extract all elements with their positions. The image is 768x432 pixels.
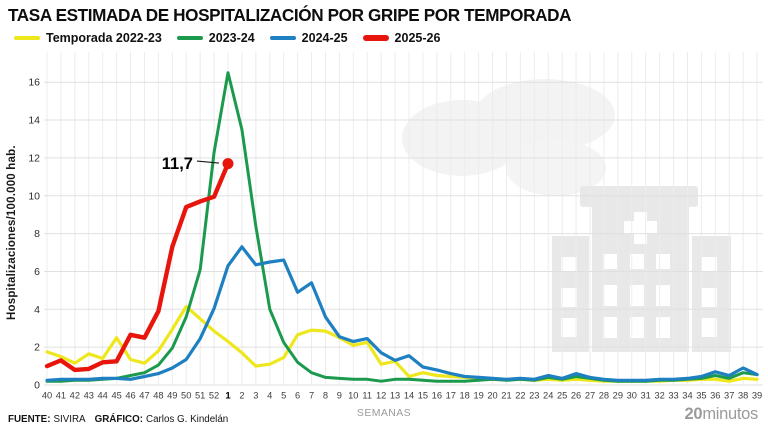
legend-item-2024-25: 2024-25 [269,31,348,45]
x-tick-label: 39 [752,391,762,401]
x-tick-label: 40 [42,391,52,401]
legend-label-2025-26: 2025-26 [394,31,441,45]
x-tick-label: 8 [323,391,328,401]
x-tick-label: 34 [682,391,692,401]
credit-value: Carlos G. Kindelán [146,414,229,425]
gridlines-horizontal [44,81,763,386]
x-tick-label: 15 [418,391,428,401]
x-tick-label: 35 [696,391,706,401]
y-tick-label: 12 [28,152,40,164]
series-line-2025-26 [44,161,231,373]
x-tick-label: 30 [627,391,637,401]
x-axis-title: SEMANAS [356,407,412,419]
y-tick-label: 4 [34,304,40,316]
publisher-logo-bold: 20 [684,405,703,423]
x-tick-label: 49 [167,391,177,401]
x-tick-label: 14 [404,391,414,401]
x-tick-label: 16 [432,391,442,401]
source-value: SIVIRA [53,414,86,425]
publisher-logo: 20minutos [684,405,759,424]
y-tick-label: 10 [28,190,40,202]
x-tick-label: 2 [239,391,244,401]
x-tick-label: 46 [125,391,135,401]
x-tick-label: 9 [337,391,342,401]
x-tick-label: 37 [724,391,734,401]
y-tick-label: 16 [28,77,40,89]
credit-label: GRÁFICO: [94,414,144,425]
legend-swatch-2022-23 [14,35,40,41]
x-tick-label: 11 [362,391,372,401]
series-line-2024-25 [45,245,759,382]
y-tick-label: 6 [34,266,40,278]
x-tick-label: 17 [446,391,456,401]
x-tick-label: 19 [473,391,483,401]
x-tick-label: 27 [585,391,595,401]
series-lines [44,71,759,383]
source-label: FUENTE: [8,414,51,425]
x-axis-tick-labels: 40 41 42 43 44 45 46 47 48 49 50 51 52 1 2 3 4 5 6 7 8 9 10 11 1… [42,391,762,402]
y-axis-title: Hospitalizaciones/100.000 hab. [6,145,18,321]
legend-label-2022-23: Temporada 2022-23 [46,31,162,45]
x-tick-label: 3 [253,391,258,401]
x-tick-label: 24 [543,391,553,401]
y-tick-label: 0 [34,380,40,392]
publisher-logo-rest: minutos [702,405,758,423]
legend-item-2025-26: 2025-26 [362,31,441,45]
x-tick-label: 31 [641,391,651,401]
source-credit: FUENTE: SIVIRA GRÁFICO: Carlos G. Kindelán [8,414,228,425]
x-tick-label: 47 [139,391,149,401]
x-tick-label: 12 [376,391,386,401]
x-tick-label: 29 [613,391,623,401]
x-tick-label: 51 [195,391,205,401]
legend-label-2023-24: 2023-24 [208,31,255,45]
chart-title: TASA ESTIMADA DE HOSPITALIZACIÓN POR GRI… [8,5,572,25]
x-tick-label: 44 [98,391,108,401]
x-tick-label: 1 [225,391,231,402]
y-tick-label: 2 [34,342,40,354]
watermark-blob [475,79,615,151]
x-tick-label: 7 [309,391,314,401]
x-tick-label: 45 [111,391,121,401]
legend-item-2022-23: Temporada 2022-23 [14,31,162,45]
x-tick-label: 33 [668,391,678,401]
legend-swatch-2025-26 [362,35,389,41]
x-tick-label: 10 [348,391,358,401]
x-tick-label: 41 [56,391,66,401]
x-tick-label: 25 [557,391,567,401]
x-tick-label: 4 [267,391,272,401]
x-tick-label: 23 [529,391,539,401]
y-tick-label: 14 [28,115,40,127]
y-tick-label: 8 [34,228,40,240]
legend: Temporada 2022-23 2023-24 2024-25 2025-2… [14,31,440,45]
legend-swatch-2024-25 [269,35,296,41]
x-tick-label: 50 [181,391,191,401]
x-tick-label: 32 [654,391,664,401]
x-tick-label: 18 [460,391,470,401]
x-tick-label: 38 [738,391,748,401]
x-tick-label: 52 [209,391,219,401]
x-tick-label: 42 [70,391,80,401]
watermark-blob [506,140,606,196]
annotation-label: 11,7 [162,155,193,173]
x-tick-label: 5 [281,391,286,401]
y-axis-tick-labels: 0 2 4 6 8 10 12 14 16 [28,77,40,392]
x-tick-label: 26 [571,391,581,401]
x-tick-label: 43 [84,391,94,401]
x-tick-label: 20 [487,391,497,401]
series-end-dot [222,158,234,170]
x-tick-label: 22 [515,391,525,401]
x-tick-label: 36 [710,391,720,401]
gridlines-vertical [46,52,758,385]
x-tick-label: 48 [153,391,163,401]
x-tick-label: 6 [295,391,300,401]
legend-swatch-2023-24 [176,35,203,41]
x-tick-label: 13 [390,391,400,401]
legend-item-2023-24: 2023-24 [176,31,255,45]
x-tick-label: 28 [599,391,609,401]
legend-label-2024-25: 2024-25 [301,31,348,45]
annotation-11-7: 11,7 [162,155,220,173]
x-tick-label: 21 [501,391,511,401]
